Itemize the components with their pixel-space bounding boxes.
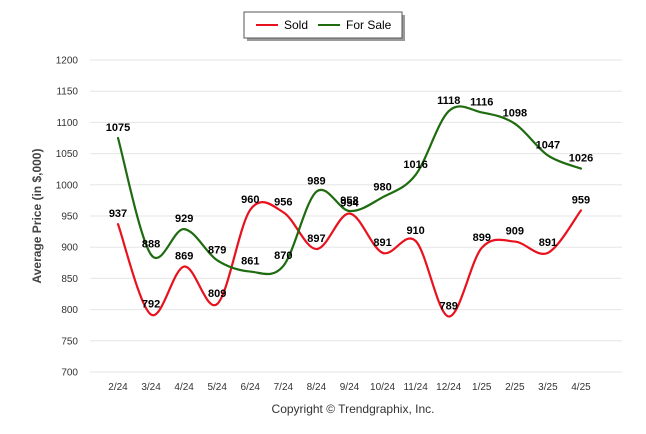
series-line-sold — [116, 201, 583, 318]
data-label: 937 — [109, 208, 127, 220]
x-tick-label: 3/25 — [538, 382, 558, 393]
x-axis-ticks: 2/24 3/24 4/24 5/24 6/24 7/24 8/24 9/24 10/24 11/… — [108, 382, 591, 393]
series-line-for-sale — [116, 105, 583, 276]
x-tick-label: 4/25 — [571, 382, 591, 393]
y-tick-label: 950 — [61, 212, 78, 223]
data-label: 956 — [274, 196, 292, 208]
y-axis-ticks: 700 750 800 850 900 950 1000 1050 1100 1150 1200 — [56, 56, 79, 379]
y-tick-label: 1200 — [56, 56, 79, 67]
footer-copyright: Copyright © Trendgraphix, Inc. — [272, 402, 435, 416]
legend-label-for-sale: For Sale — [346, 18, 392, 32]
y-tick-label: 1150 — [56, 87, 78, 98]
series-lines — [116, 105, 583, 318]
data-label: 929 — [175, 213, 193, 225]
data-label: 792 — [142, 299, 160, 311]
x-tick-label: 5/24 — [207, 382, 227, 393]
grid — [90, 59, 622, 373]
y-tick-label: 1050 — [56, 149, 79, 160]
y-tick-label: 700 — [61, 368, 78, 379]
data-label: 870 — [274, 250, 292, 262]
y-axis-title: Average Price (in $,000) — [30, 149, 44, 284]
data-label: 888 — [142, 239, 160, 251]
y-tick-label: 800 — [61, 305, 78, 316]
x-tick-label: 2/25 — [505, 382, 525, 393]
x-tick-label: 9/24 — [340, 382, 360, 393]
y-tick-label: 750 — [61, 336, 78, 347]
data-label: 1098 — [503, 108, 527, 120]
data-label: 897 — [307, 233, 325, 245]
data-label: 909 — [506, 226, 524, 238]
data-label: 869 — [175, 251, 193, 263]
x-tick-label: 1/25 — [472, 382, 492, 393]
x-tick-label: 2/24 — [108, 382, 128, 393]
x-tick-label: 6/24 — [241, 382, 261, 393]
data-label: 1047 — [536, 139, 560, 151]
data-labels: 937 792 869 809 960 956 897 954 891 910 789 899 909 8… — [106, 95, 593, 312]
data-label: 809 — [208, 288, 226, 300]
y-tick-label: 1100 — [56, 118, 78, 129]
y-tick-label: 1000 — [56, 180, 79, 191]
x-tick-label: 4/24 — [174, 382, 194, 393]
data-label: 891 — [539, 237, 557, 249]
data-label: 958 — [340, 195, 358, 207]
data-label: 1026 — [569, 153, 593, 165]
x-tick-label: 3/24 — [141, 382, 161, 393]
data-label: 910 — [406, 225, 424, 237]
data-label: 1118 — [437, 95, 460, 107]
y-tick-label: 900 — [61, 243, 78, 254]
data-label: 989 — [307, 176, 325, 188]
data-label: 960 — [241, 194, 259, 206]
legend-label-sold: Sold — [284, 18, 308, 32]
data-label: 891 — [373, 237, 391, 249]
data-label: 1116 — [470, 96, 493, 108]
data-label: 959 — [572, 194, 590, 206]
legend: Sold For Sale — [243, 11, 405, 41]
data-label: 1075 — [106, 122, 130, 134]
x-tick-label: 7/24 — [274, 382, 294, 393]
data-label: 899 — [473, 232, 491, 244]
data-label: 1016 — [403, 159, 427, 171]
data-label: 879 — [208, 244, 226, 256]
data-label: 954 — [340, 198, 359, 210]
x-tick-label: 10/24 — [370, 382, 395, 393]
data-label: 789 — [440, 300, 458, 312]
x-tick-label: 8/24 — [307, 382, 327, 393]
y-tick-label: 850 — [61, 274, 78, 285]
data-label: 861 — [241, 256, 259, 268]
x-tick-label: 11/24 — [403, 382, 428, 393]
data-label: 980 — [373, 181, 391, 193]
x-tick-label: 12/24 — [436, 382, 461, 393]
